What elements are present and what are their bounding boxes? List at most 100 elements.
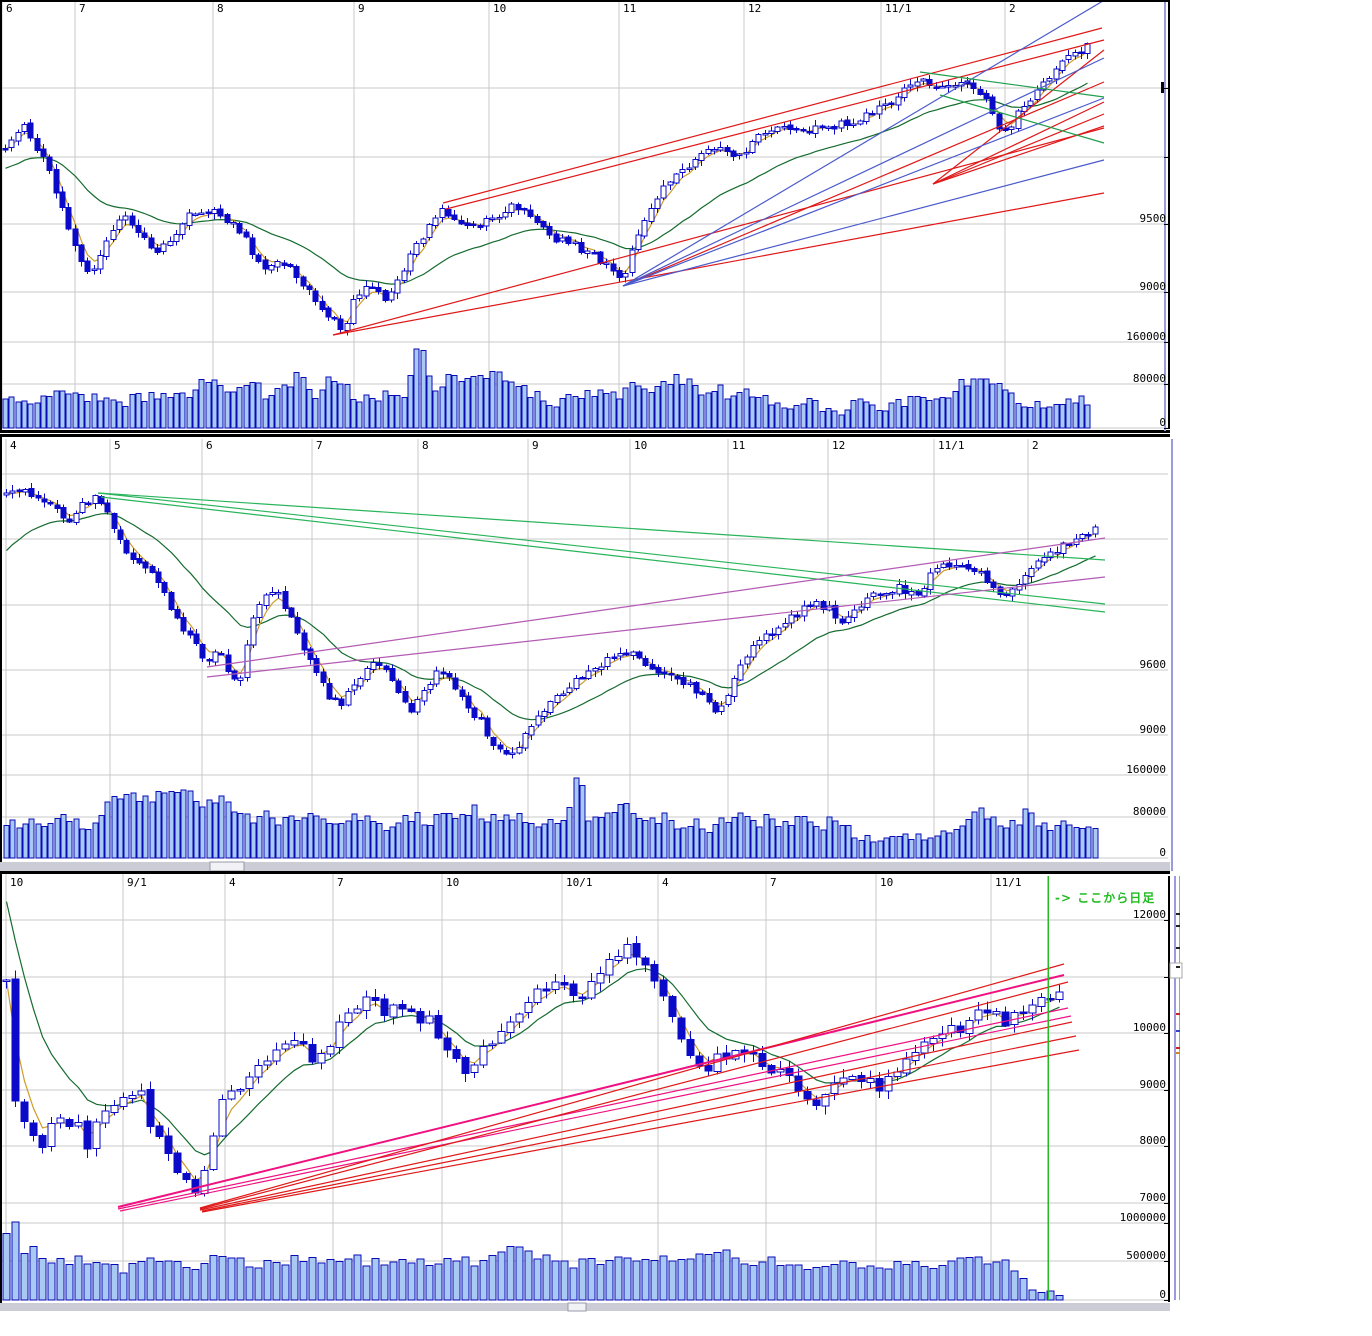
scrollbar-marker [1176,913,1180,915]
vertical-scrollbar-thumb[interactable] [1169,962,1183,979]
candle-up [573,677,580,690]
volume-bar [1054,824,1061,859]
axis-tick [1164,1223,1168,1224]
candle-up [263,1060,272,1066]
candle-up [667,181,674,186]
x-axis-label: 6 [6,2,13,15]
candle-down [65,207,72,230]
y-axis-label: 160000 [1126,330,1166,343]
candle-up [413,243,420,255]
candle-up [496,216,503,220]
candle-down [1003,593,1010,596]
x-axis-label: 6 [206,439,213,452]
volume-bar [421,824,428,859]
candle-down [376,662,383,667]
volume-bar [617,804,624,859]
volume-bar [256,815,263,859]
x-axis-label: 10 [10,876,23,889]
candle-up [8,139,15,148]
right-scrollbar[interactable] [1164,2,1166,431]
y-axis-label: 0 [1159,846,1166,859]
candle-up [47,1123,56,1148]
candle-up [1072,51,1079,57]
right-scrollbar[interactable] [1179,876,1180,1300]
volume-bar [490,813,497,859]
volume-bar [388,394,395,429]
volume-bar [413,348,420,429]
volume-bar [111,796,118,859]
horizontal-scrollbar-thumb[interactable] [567,1302,587,1312]
candle-down [111,513,118,530]
volume-bar [989,383,996,429]
candle-up [103,240,110,258]
trendline [622,97,1105,287]
candle-down [308,1044,317,1063]
trendline [622,159,1105,287]
volume-bar [104,801,111,859]
candle-down [331,317,338,320]
right-scrollbar[interactable] [1174,876,1176,1300]
volume-bar [459,813,466,859]
volume-bar [179,392,186,429]
volume-bar [522,821,529,859]
volume-bar [959,825,966,859]
candle-up [914,81,921,87]
volume-bar [915,833,922,859]
candle-down [83,1120,92,1150]
candle-up [850,123,857,126]
volume-bar [1027,407,1034,429]
volume-bar [713,1251,722,1301]
volume-bar [496,371,503,429]
candle-up [870,592,877,597]
volume-bar [781,407,788,429]
axis-tick [1164,342,1168,343]
candle-up [749,141,756,153]
volume-bar [516,813,523,859]
scrollbar-mark[interactable] [1161,82,1164,93]
volume-bar [160,392,167,429]
y-axis-label: 80000 [1133,372,1166,385]
candle-down [527,209,534,218]
candle-up [858,606,865,611]
volume-bar [103,397,110,429]
volume-bar [224,391,231,429]
volume-bar [461,1256,470,1301]
volume-bar [927,837,934,859]
horizontal-scrollbar-thumb[interactable] [209,861,245,872]
scrollbar-marker [1176,966,1180,968]
y-axis-label: 9500 [1140,212,1167,225]
volume-bar [2,398,9,429]
candle-up [426,223,433,239]
volume-bar [155,1260,164,1301]
scrollbar-marker [1176,947,1180,949]
volume-bar [850,400,857,429]
volume-bar [174,792,181,859]
candle-up [551,981,560,991]
volume-bar [123,794,130,859]
volume-bar [929,1267,938,1301]
volume-bar [946,832,953,859]
volume-bar [281,384,288,429]
candle-down [659,979,668,997]
axis-tick [1164,1090,1168,1091]
volume-bar [1066,824,1073,859]
volume-bar [41,826,48,859]
volume-bar [832,820,839,859]
trendline [622,81,1105,287]
volume-bar [725,821,732,859]
volume-bar [794,1264,803,1301]
volume-bar [578,1258,587,1301]
volume-bar [826,816,833,859]
right-scrollbar[interactable] [1171,439,1173,871]
volume-bar [787,408,794,429]
x-axis-label: 11 [732,439,745,452]
volume-bar [1016,824,1023,859]
volume-bar [830,1264,839,1301]
candle-down [546,225,553,236]
volume-bar [650,1259,659,1301]
volume-bar [569,1267,578,1301]
candle-down [440,671,447,675]
volume-bar [231,811,238,859]
horizontal-scrollbar-track[interactable] [0,862,1170,871]
candle-down [695,1055,704,1067]
